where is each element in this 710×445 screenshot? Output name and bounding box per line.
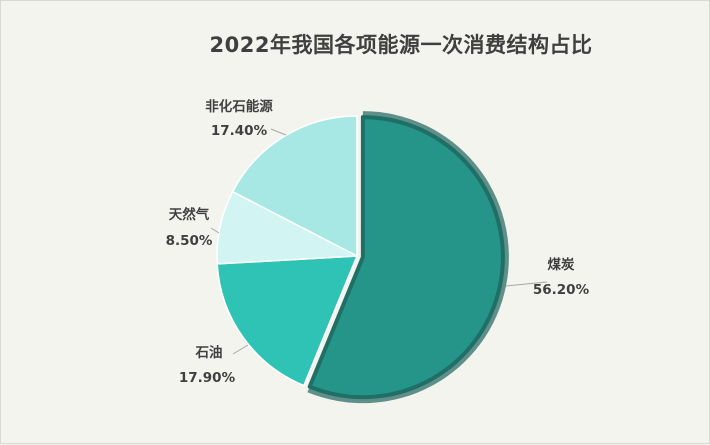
slice-label-name-non-fossil: 非化石能源 xyxy=(205,98,273,115)
slice-label-name-natural-gas: 天然气 xyxy=(169,206,210,223)
leader-line-non-fossil xyxy=(270,128,287,136)
slice-label-value-oil: 17.90% xyxy=(179,370,236,386)
slice-label-name-oil: 石油 xyxy=(195,344,223,361)
leader-line-coal xyxy=(505,281,548,287)
slice-non-fossil[interactable] xyxy=(231,115,358,257)
slice-label-value-natural-gas: 8.50% xyxy=(166,233,213,249)
slice-coal[interactable] xyxy=(307,115,505,400)
slice-label-name-coal: 煤炭 xyxy=(548,256,576,273)
slice-label-value-coal: 56.20% xyxy=(533,282,590,298)
slice-label-value-non-fossil: 17.40% xyxy=(211,123,268,139)
slice-oil[interactable] xyxy=(216,255,358,387)
leader-line-natural-gas xyxy=(210,227,220,234)
leader-line-oil xyxy=(232,344,249,355)
chart-title: 2022年我国各项能源一次消费结构占比 xyxy=(209,33,593,57)
